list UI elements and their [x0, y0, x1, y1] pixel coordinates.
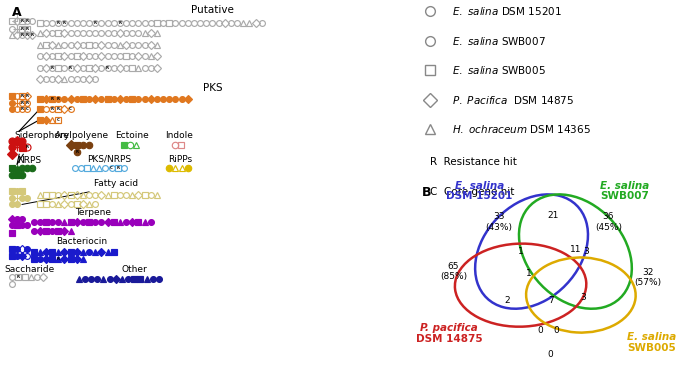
- Text: Fatty acid: Fatty acid: [94, 179, 138, 188]
- Text: $\it{E.~salina}$ SWB005: $\it{E.~salina}$ SWB005: [452, 64, 546, 76]
- Text: 3: 3: [584, 247, 589, 256]
- Text: 1: 1: [526, 269, 532, 278]
- Text: R: R: [21, 19, 23, 23]
- Text: E. salina: E. salina: [455, 181, 504, 191]
- Text: SWB007: SWB007: [600, 191, 649, 201]
- Text: Indole: Indole: [166, 131, 193, 139]
- Text: 33
(43%): 33 (43%): [485, 212, 512, 232]
- Text: 0: 0: [548, 350, 553, 359]
- Text: R: R: [25, 19, 29, 23]
- Text: Other: Other: [121, 265, 147, 274]
- Text: NRPS: NRPS: [17, 157, 42, 165]
- Text: PKS: PKS: [203, 83, 222, 93]
- Text: Arylpolyene: Arylpolyene: [55, 131, 109, 139]
- Text: R: R: [51, 97, 53, 101]
- Text: C: C: [69, 107, 72, 111]
- Text: R: R: [25, 33, 29, 37]
- Text: A: A: [12, 6, 21, 19]
- Text: C: C: [110, 166, 113, 170]
- Text: Terpene: Terpene: [75, 208, 111, 217]
- Text: DSM 15201: DSM 15201: [447, 191, 512, 201]
- Text: 2: 2: [504, 296, 510, 306]
- Text: R: R: [75, 150, 78, 154]
- Text: 36
(45%): 36 (45%): [595, 212, 622, 232]
- Text: PKS/NRPS: PKS/NRPS: [87, 155, 131, 163]
- Text: R: R: [51, 107, 53, 111]
- Text: R: R: [57, 97, 60, 101]
- Text: 0: 0: [537, 326, 543, 335]
- Text: E. salina: E. salina: [600, 181, 649, 191]
- Text: R: R: [57, 107, 60, 111]
- Text: R: R: [119, 21, 121, 25]
- Text: R: R: [106, 66, 109, 70]
- Text: 32
(57%): 32 (57%): [634, 268, 662, 287]
- Text: R: R: [25, 101, 29, 104]
- Text: Putative: Putative: [191, 5, 234, 15]
- Text: R: R: [116, 166, 119, 170]
- Text: R: R: [57, 21, 60, 25]
- Text: R: R: [69, 66, 72, 70]
- Text: B: B: [422, 186, 432, 200]
- Text: 11: 11: [570, 245, 581, 254]
- Text: P. pacifica: P. pacifica: [421, 323, 478, 332]
- Text: Siderophore: Siderophore: [14, 131, 69, 139]
- Text: R: R: [25, 94, 29, 98]
- Text: 65
(85%): 65 (85%): [440, 261, 467, 281]
- Text: R: R: [21, 33, 23, 37]
- Text: R: R: [21, 101, 23, 104]
- Text: $\it{E.~salina}$ SWB007: $\it{E.~salina}$ SWB007: [452, 35, 546, 47]
- Text: Bacteriocin: Bacteriocin: [56, 238, 108, 246]
- Text: R: R: [21, 107, 23, 111]
- Text: 7: 7: [548, 296, 553, 306]
- Text: Saccharide: Saccharide: [4, 265, 55, 274]
- Text: R: R: [63, 21, 66, 25]
- Text: $\it{H.~ochraceum}$ DSM 14365: $\it{H.~ochraceum}$ DSM 14365: [452, 123, 591, 135]
- Text: 21: 21: [548, 212, 559, 220]
- Text: R: R: [51, 66, 53, 70]
- Text: C: C: [57, 118, 60, 122]
- Text: R: R: [57, 257, 60, 261]
- Text: 3: 3: [581, 293, 586, 301]
- Text: R: R: [21, 27, 23, 30]
- Text: 1: 1: [518, 247, 523, 256]
- Text: $\it{P.~Pacifica}$  DSM 14875: $\it{P.~Pacifica}$ DSM 14875: [452, 94, 575, 106]
- Text: Ectoine: Ectoine: [115, 131, 149, 139]
- Text: C  Core gene hit: C Core gene hit: [430, 187, 514, 197]
- Text: R: R: [25, 146, 29, 149]
- Text: SWB005: SWB005: [627, 344, 677, 353]
- Text: R: R: [25, 27, 29, 30]
- Text: 0: 0: [553, 326, 559, 335]
- Text: DSM 14875: DSM 14875: [416, 334, 483, 344]
- Text: R: R: [21, 94, 23, 98]
- Text: R  Resistance hit: R Resistance hit: [430, 157, 517, 168]
- Text: R: R: [94, 21, 97, 25]
- Text: R: R: [30, 33, 34, 37]
- Text: R: R: [17, 275, 20, 279]
- Text: RiPPs: RiPPs: [169, 155, 192, 163]
- Text: E. salina: E. salina: [627, 332, 677, 342]
- Text: C: C: [25, 107, 28, 111]
- Text: $\it{E.~salina}$ DSM 15201: $\it{E.~salina}$ DSM 15201: [452, 5, 562, 17]
